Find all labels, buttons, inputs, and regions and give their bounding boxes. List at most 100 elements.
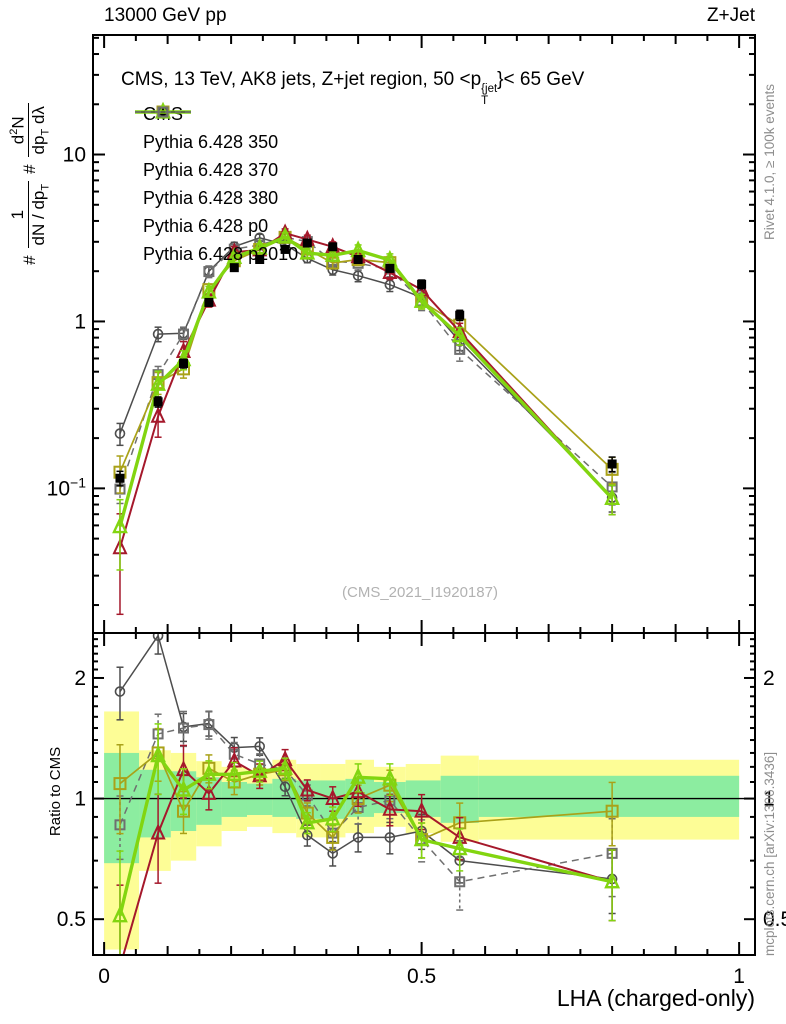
data-point-pythia-p0 [114,686,126,697]
y-tick-label-ratio-right: 2 [763,667,775,690]
fraction-1-denominator: dN / dpT [28,183,52,246]
data-point-pythia-380 [201,281,217,299]
data-point-pythia-380 [226,763,243,781]
data-point-pythia-380 [226,247,243,264]
data-point-cms [255,255,265,265]
data-point-pythia-380 [112,516,128,534]
data-point-pythia-370 [201,783,217,800]
y-tick-label-ratio-left: 1 [74,788,86,811]
data-point-pythia-380 [150,374,166,391]
series-pythia-380-ratio [112,723,621,955]
data-point-pythia-p0 [352,270,364,281]
data-point-cms [115,473,125,483]
data-point-pythia-370 [414,801,430,818]
y-axis-title: # 1 dN / dpT # d2N dpT dλ [8,34,52,334]
data-point-cms [302,238,312,248]
panel-title-sub: T [481,94,489,107]
band-stat-uncertainty [104,752,140,864]
data-point-pythia-380 [277,758,293,775]
data-point-pythia-380 [299,242,316,260]
legend-item-pythia-p0: Pythia 6.428 p0 [133,106,298,240]
series-line-pythia-350 [119,236,613,473]
legend-label-pythia-p0: Pythia 6.428 p0 [143,215,269,236]
data-point-pythia-350 [113,777,127,791]
series-line-pythia-380 [118,235,614,528]
analysis-id-watermark: (CMS_2021_I1920187) [342,584,498,601]
data-point-pythia-380 [201,763,217,781]
data-point-pythia-380 [413,829,430,847]
series-line-pythia-p0 [119,237,613,499]
y-tick-label-main: 10 [63,144,86,167]
series-pythia-370-main [112,223,620,616]
series-line-pythia-p2010 [119,236,613,490]
yield-fraction-2: d2N dpT dλ [8,103,52,158]
series-line-pythia-380 [118,753,613,917]
data-point-pythia-380 [324,808,341,826]
data-point-pythia-p0 [352,832,364,843]
legend-label-pythia-380: Pythia 6.428 380 [143,187,279,208]
data-point-pythia-370 [114,960,126,973]
data-point-pythia-380 [251,760,268,778]
y-tick-label-main: 10−1 [47,474,87,500]
data-point-cms [328,242,338,252]
x-tick-label: 0 [98,965,110,988]
hash-symbol: # [20,255,40,265]
series-pythia-p0-main [114,232,618,513]
data-point-cms [280,244,290,254]
data-point-cms [153,397,163,407]
data-point-pythia-p2010 [203,266,215,278]
data-point-cms [204,297,214,307]
ratio-axis-title: Ratio to CMS [47,746,64,837]
legend-item-pythia-380: Pythia 6.428 380 [133,101,298,212]
data-point-cms [455,310,465,320]
data-point-pythia-380 [112,905,128,923]
series-pythia-350-main [113,230,619,494]
panel-title-sup: {jet [481,83,498,95]
series-line-pythia-370 [119,232,613,549]
fraction-1-numerator: 1 [8,180,29,249]
y-tick-label-ratio-left: 2 [74,667,86,690]
data-point-cms [229,263,239,273]
rivet-version-note: Rivet 4.1.0, ≥ 100k events [762,84,777,240]
data-point-pythia-p0 [152,633,164,642]
series-cms-main [115,238,617,487]
legend-label-pythia-370: Pythia 6.428 370 [143,159,279,180]
data-point-pythia-380 [413,291,430,308]
data-point-pythia-p2010 [177,722,189,734]
y-tick-label-ratio-right: 1 [763,788,775,811]
data-point-pythia-380 [604,871,621,889]
data-point-cms [417,279,427,289]
data-point-pythia-350 [605,804,619,818]
data-point-pythia-370 [350,781,366,799]
data-point-pythia-p2010 [454,876,466,888]
panel-title: CMS, 13 TeV, AK8 jets, Z+jet region, 50 … [121,69,584,107]
legend-label-pythia-p2010: Pythia 6.428 p2010 [143,243,299,264]
data-point-pythia-370 [325,788,341,805]
data-point-pythia-p0 [254,741,265,752]
panel-title-text: CMS, 13 TeV, AK8 jets, Z+jet region, 50 … [121,69,482,90]
yield-fraction-1: 1 dN / dpT [8,180,52,249]
data-point-pythia-370 [382,799,398,816]
fraction-2-denominator: dpT dλ [29,106,52,155]
x-tick-label: 1 [733,965,745,988]
legend-marker-pythia-p2010 [135,106,191,118]
data-point-pythia-p2010 [177,328,189,340]
legend-label-pythia-350: Pythia 6.428 350 [143,131,279,152]
data-point-pythia-380 [299,812,316,830]
y-tick-label-ratio-left: 0.5 [57,908,86,931]
legend-item-pythia-350: Pythia 6.428 350 [133,105,298,156]
band-stat-uncertainty [139,769,171,838]
ratio-panel-frame [92,632,756,956]
hash-symbol: # [20,164,40,174]
data-point-pythia-p0 [152,328,164,340]
data-point-pythia-380 [150,745,166,763]
data-point-pythia-370 [150,406,166,423]
panel-title-suffix: }< 65 GeV [497,69,585,90]
data-point-pythia-380 [451,325,468,343]
data-point-cms [385,263,395,273]
data-point-pythia-p0 [279,781,291,793]
series-pythia-380-main [112,226,621,571]
